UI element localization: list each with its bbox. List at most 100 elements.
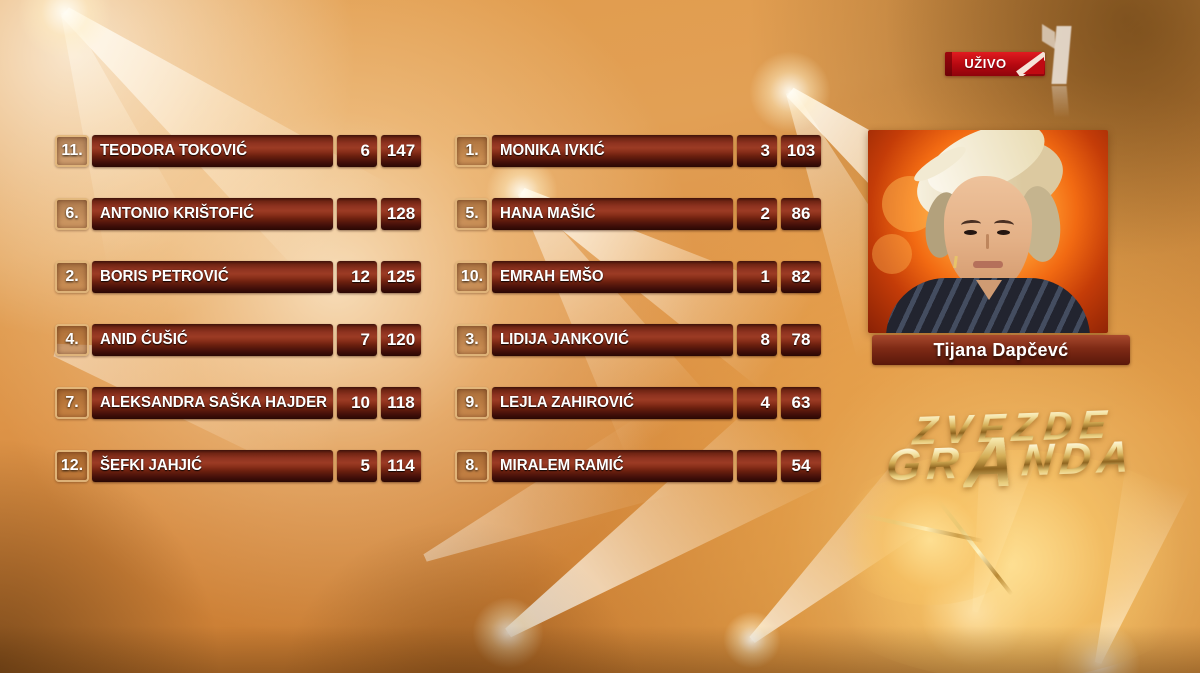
jacket	[886, 278, 1090, 333]
rank-badge: 5.	[455, 198, 489, 230]
contestant-name: MONIKA IVKIĆ	[500, 142, 605, 159]
contestant-name-bar: LIDIJA JANKOVIĆ	[492, 324, 733, 356]
light-beam	[941, 409, 1051, 619]
round-points-cell: 1	[737, 261, 777, 293]
mentor-photo	[868, 130, 1108, 333]
contestant-name: TEODORA TOKOVIĆ	[100, 142, 248, 159]
total-points-cell: 103	[781, 135, 821, 167]
score-row: 3. LIDIJA JANKOVIĆ 8 78	[455, 324, 821, 356]
score-row: 11. TEODORA TOKOVIĆ 6 147	[55, 135, 421, 167]
rank-badge: 3.	[455, 324, 489, 356]
rank-badge: 9.	[455, 387, 489, 419]
total-points-cell: 128	[381, 198, 421, 230]
round-points-cell: 12	[337, 261, 377, 293]
contestant-name-bar: LEJLA ZAHIROVIĆ	[492, 387, 733, 419]
rank-badge: 7.	[55, 387, 89, 419]
gold-glow	[800, 450, 1200, 673]
logo-reflection	[1051, 86, 1070, 118]
rank-badge: 8.	[455, 450, 489, 482]
round-points-cell: 4	[737, 387, 777, 419]
total-points-cell: 78	[781, 324, 821, 356]
light-flare	[17, 0, 113, 60]
logo-line-zvezde: ZVEZDE	[861, 403, 1165, 454]
light-flare	[723, 611, 781, 669]
round-points-cell: 2	[737, 198, 777, 230]
score-row: 7. ALEKSANDRA SAŠKA HAJDER 10 118	[55, 387, 421, 419]
score-row: 12. ŠEFKI JAHJIĆ 5 114	[55, 450, 421, 482]
scoreboard-right-column: 1. MONIKA IVKIĆ 3 103 5. HANA MAŠIĆ 2 86…	[455, 135, 821, 513]
rank-badge: 11.	[55, 135, 89, 167]
channel-1-logo-icon	[1040, 22, 1090, 122]
contestant-name-bar: EMRAH EMŠO	[492, 261, 733, 293]
contestant-name: ANTONIO KRIŠTOFIĆ	[100, 205, 255, 222]
gold-glow	[830, 475, 1030, 605]
contestant-name-bar: ANTONIO KRIŠTOFIĆ	[92, 198, 333, 230]
live-badge-label: UŽIVO	[964, 56, 1007, 71]
contestant-name-bar: ALEKSANDRA SAŠKA HAJDER	[92, 387, 333, 419]
contestant-name-bar: BORIS PETROVIĆ	[92, 261, 333, 293]
contestant-name: EMRAH EMŠO	[500, 268, 604, 285]
total-points-cell: 54	[781, 450, 821, 482]
contestant-name-bar: TEODORA TOKOVIĆ	[92, 135, 333, 167]
rank-badge: 12.	[55, 450, 89, 482]
round-points-cell: 8	[737, 324, 777, 356]
contestant-name: LIDIJA JANKOVIĆ	[500, 331, 629, 348]
mentor-name-caption: Tijana Dapčevć	[872, 335, 1130, 365]
round-points-cell: 6	[337, 135, 377, 167]
contestant-name-bar: ANID ĆUŠIĆ	[92, 324, 333, 356]
rank-badge: 6.	[55, 198, 89, 230]
round-points-cell: 3	[737, 135, 777, 167]
contestant-name: ŠEFKI JAHJIĆ	[100, 457, 202, 474]
light-flare	[472, 597, 544, 669]
score-row: 2. BORIS PETROVIĆ 12 125	[55, 261, 421, 293]
round-points-cell: 5	[337, 450, 377, 482]
logo-line-granda: GRANDA	[859, 423, 1163, 503]
light-beam	[1060, 432, 1200, 673]
contestant-name-bar: HANA MAŠIĆ	[492, 198, 733, 230]
score-row: 6. ANTONIO KRIŠTOFIĆ 128	[55, 198, 421, 230]
score-row: 4. ANID ĆUŠIĆ 7 120	[55, 324, 421, 356]
live-badge-edge	[945, 52, 952, 76]
rank-badge: 2.	[55, 261, 89, 293]
total-points-cell: 63	[781, 387, 821, 419]
live-badge: UŽIVO	[945, 52, 1045, 76]
total-points-cell: 114	[381, 450, 421, 482]
nose-shadow	[986, 234, 989, 249]
light-flare	[1055, 620, 1141, 673]
contestant-name-bar: ŠEFKI JAHJIĆ	[92, 450, 333, 482]
round-points-cell	[737, 450, 777, 482]
contestant-name-bar: MIRALEM RAMIĆ	[492, 450, 733, 482]
logo-flag-shape	[1042, 23, 1055, 50]
logo-big-a: A	[961, 422, 1025, 503]
score-row: 1. MONIKA IVKIĆ 3 103	[455, 135, 821, 167]
zvezde-granda-logo: ZVEZDE GRANDA	[859, 403, 1165, 503]
logo-swoosh	[855, 512, 984, 543]
eye	[964, 230, 977, 235]
rank-badge: 1.	[455, 135, 489, 167]
face	[944, 176, 1032, 290]
logo-swoosh	[936, 498, 1014, 596]
light-flare	[749, 51, 831, 133]
total-points-cell: 125	[381, 261, 421, 293]
rank-badge: 10.	[455, 261, 489, 293]
arrow-triangle	[1023, 57, 1044, 74]
rank-badge: 4.	[55, 324, 89, 356]
light-flare	[920, 557, 1030, 667]
contestant-name: BORIS PETROVIĆ	[100, 268, 229, 285]
scoreboard-left-column: 11. TEODORA TOKOVIĆ 6 147 6. ANTONIO KRI…	[55, 135, 421, 513]
contestant-name: ALEKSANDRA SAŠKA HAJDER	[100, 394, 328, 411]
mouth	[973, 261, 1003, 268]
total-points-cell: 147	[381, 135, 421, 167]
contestant-name-bar: MONIKA IVKIĆ	[492, 135, 733, 167]
round-points-cell: 10	[337, 387, 377, 419]
total-points-cell: 82	[781, 261, 821, 293]
total-points-cell: 86	[781, 198, 821, 230]
contestant-name: HANA MAŠIĆ	[500, 205, 596, 222]
score-row: 5. HANA MAŠIĆ 2 86	[455, 198, 821, 230]
eye	[997, 230, 1010, 235]
round-points-cell	[337, 198, 377, 230]
total-points-cell: 120	[381, 324, 421, 356]
total-points-cell: 118	[381, 387, 421, 419]
score-row: 8. MIRALEM RAMIĆ 54	[455, 450, 821, 482]
